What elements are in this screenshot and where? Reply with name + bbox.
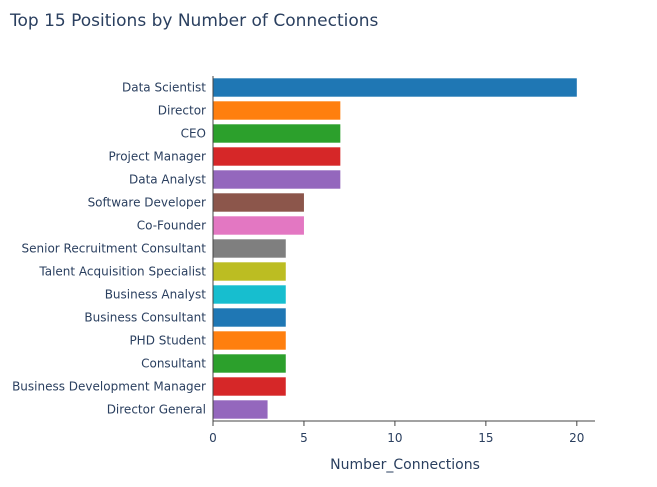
chart-title: Top 15 Positions by Number of Connection… (9, 11, 379, 31)
bar-talent-acquisition-specialist (213, 262, 286, 281)
category-label: CEO (181, 127, 206, 141)
category-label: Project Manager (109, 150, 207, 164)
category-label: Business Development Manager (12, 380, 206, 394)
bar-senior-recruitment-consultant (213, 239, 286, 258)
category-label: Senior Recruitment Consultant (22, 242, 207, 256)
category-label: Director General (107, 403, 206, 417)
category-label: Data Scientist (122, 81, 206, 95)
category-label: Data Analyst (129, 173, 206, 187)
x-axis-title: Number_Connections (330, 457, 480, 473)
x-tick-label: 5 (300, 431, 308, 445)
category-label: Co-Founder (137, 219, 206, 233)
bars-group (213, 78, 577, 419)
bar-co-founder (213, 216, 304, 235)
category-label: Business Consultant (84, 311, 206, 325)
bar-business-consultant (213, 308, 286, 327)
x-tick-label: 15 (478, 431, 493, 445)
bar-data-scientist (213, 78, 577, 97)
category-label: Director (158, 104, 206, 118)
bar-project-manager (213, 147, 341, 166)
category-label: Business Analyst (105, 288, 207, 302)
bar-software-developer (213, 193, 304, 212)
x-axis-ticks: 0 5 10 15 20 (209, 421, 584, 445)
bar-business-development-manager (213, 377, 286, 396)
category-label: Talent Acquisition Specialist (38, 265, 206, 279)
x-tick-label: 10 (387, 431, 402, 445)
bar-ceo (213, 124, 341, 143)
bar-consultant (213, 354, 286, 373)
bar-director (213, 101, 341, 120)
x-tick-label: 20 (569, 431, 584, 445)
x-tick-label: 0 (209, 431, 217, 445)
category-label: Consultant (141, 357, 206, 371)
bar-phd-student (213, 331, 286, 350)
bar-business-analyst (213, 285, 286, 304)
category-label: PHD Student (129, 334, 206, 348)
bar-data-analyst (213, 170, 341, 189)
category-label: Software Developer (88, 196, 206, 210)
category-labels: Data Scientist Director CEO Project Manager… (12, 81, 206, 417)
bar-director-general (213, 400, 268, 419)
